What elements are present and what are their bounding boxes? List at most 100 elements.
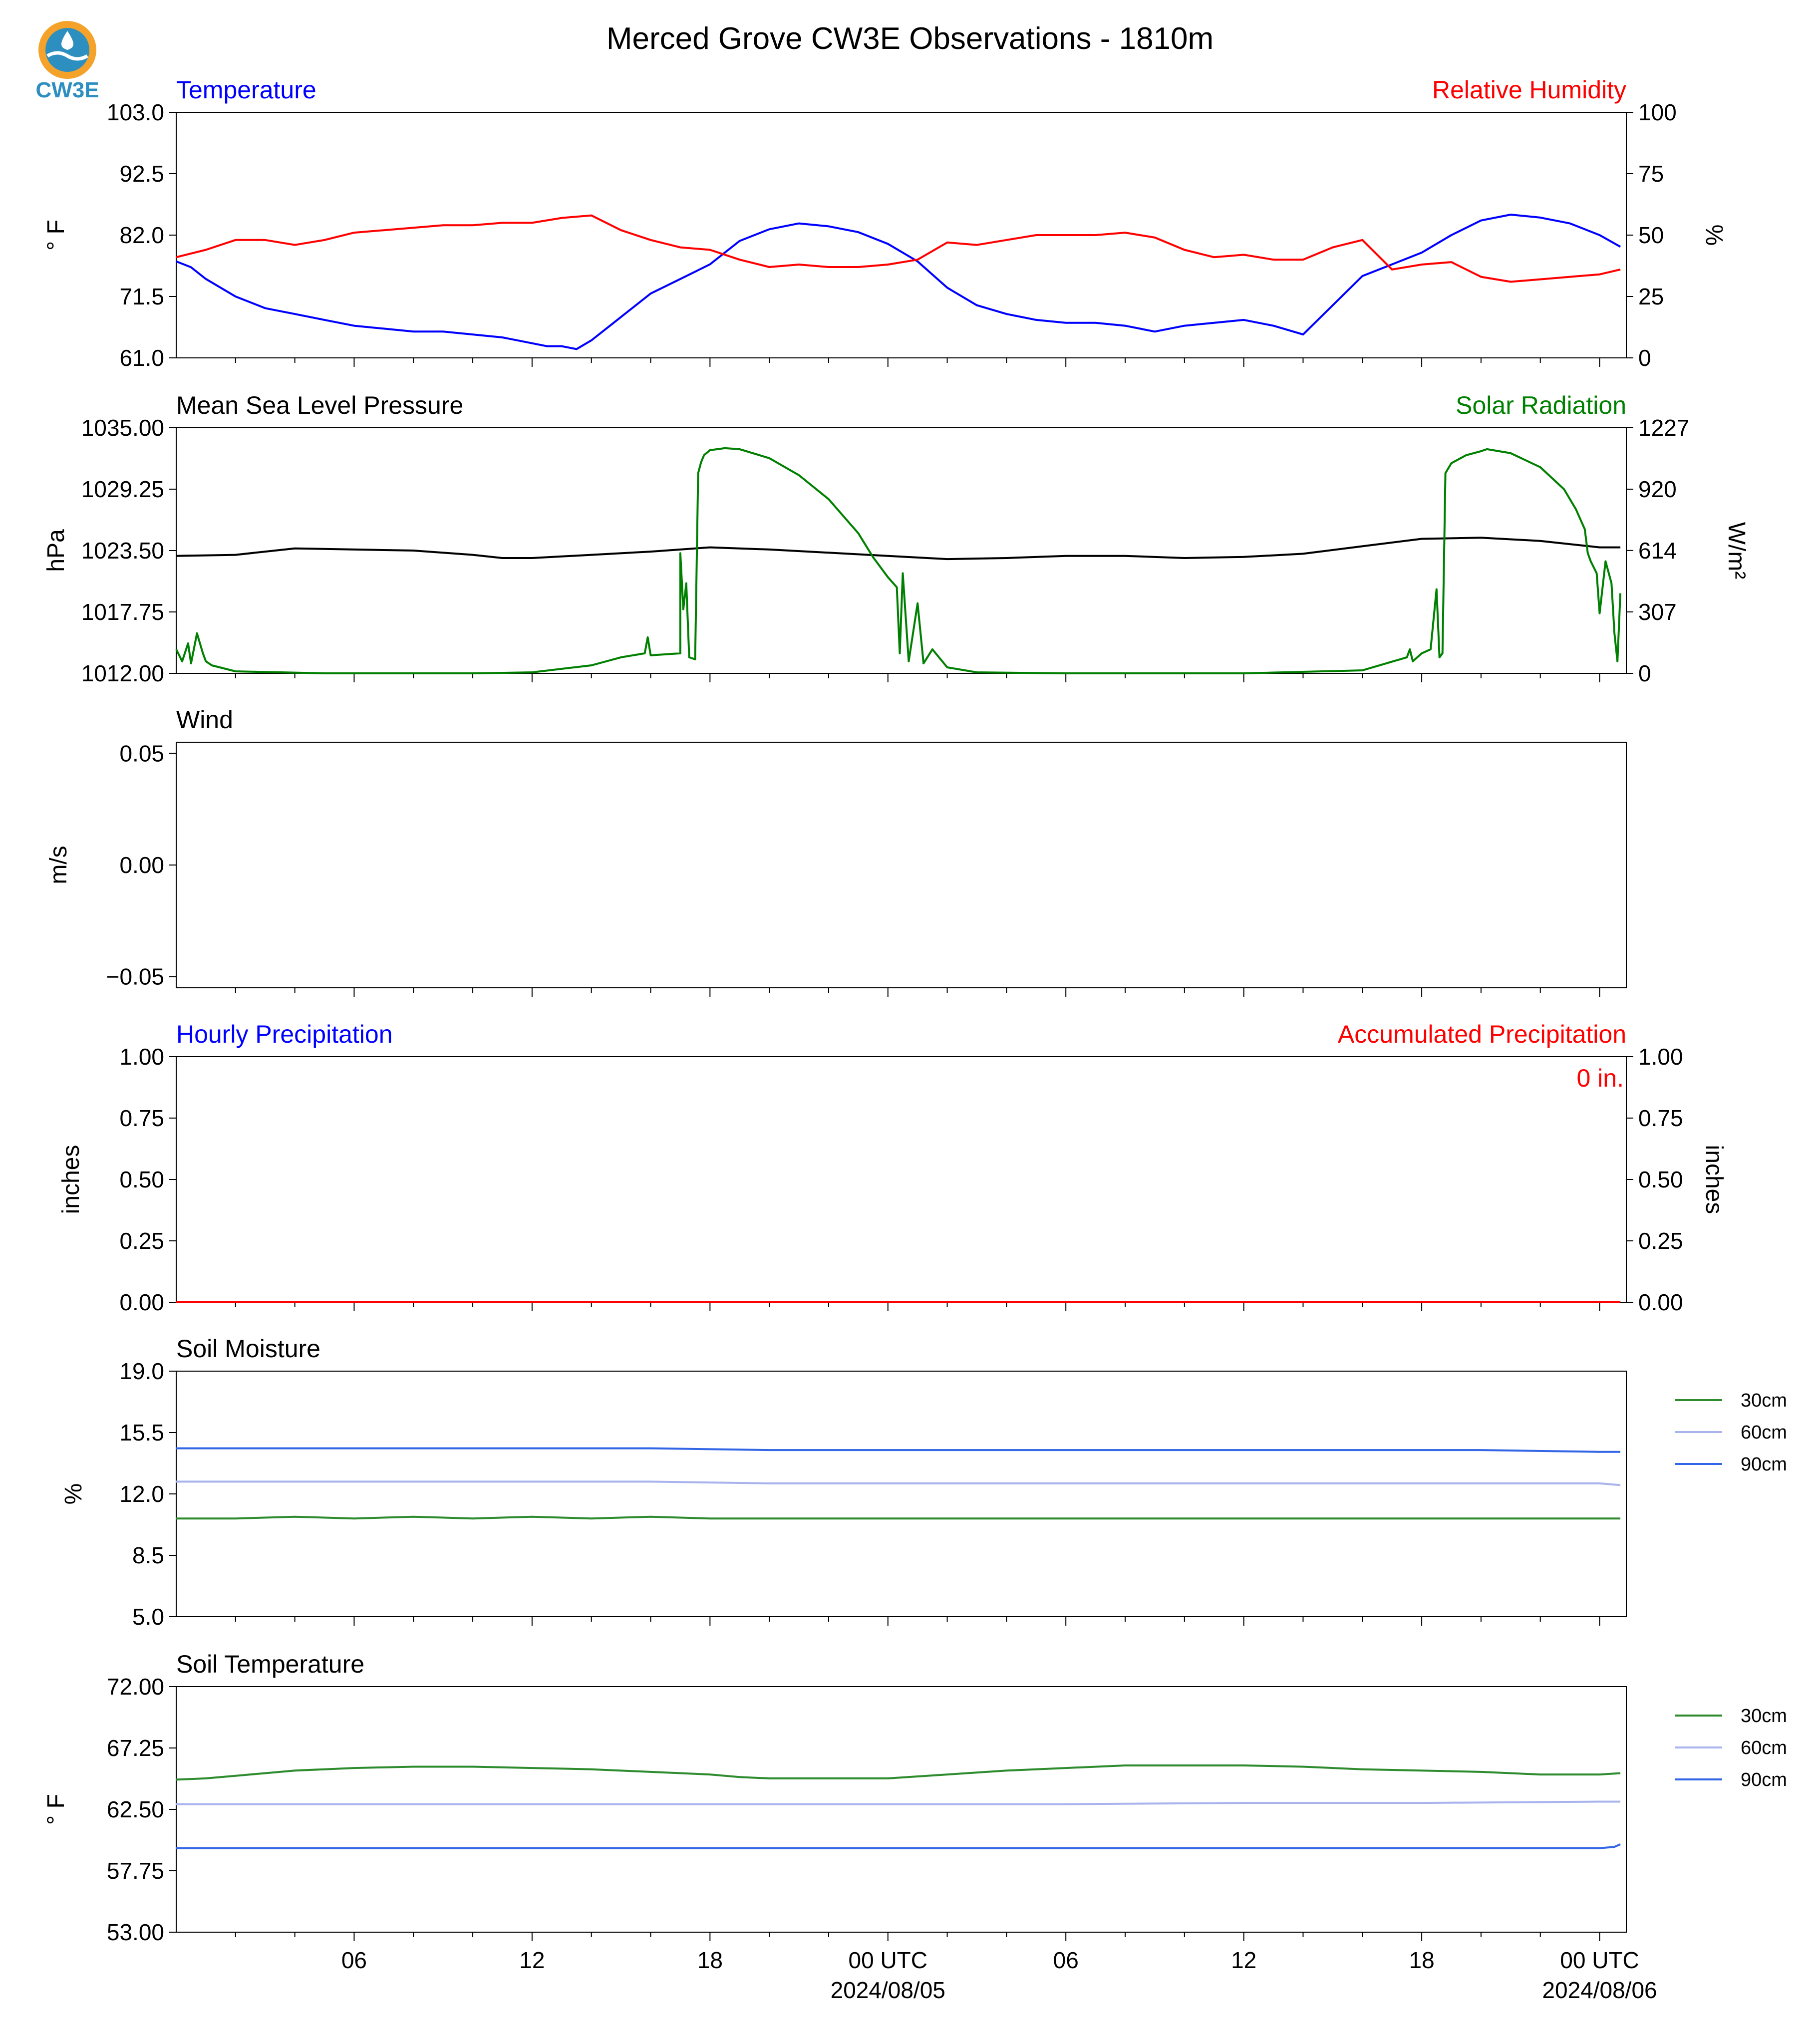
panel-title-right: Accumulated Precipitation [1338,1020,1626,1048]
x-axis-labels: 06 12 18 00 UTC 2024/08/05 06 12 18 00 UTC 2024/0… [341,1947,1657,2003]
y-right-tick-label: 1.00 [1638,1044,1683,1070]
y-right-tick-label: 307 [1638,599,1677,625]
legend-label: 90cm [1741,1769,1787,1790]
y-right-axis-label: % [1701,225,1727,246]
y-right-tick-label: 0 [1638,660,1651,686]
panel-title-left: Soil Moisture [176,1335,320,1363]
y-tick-label: −0.05 [106,964,164,990]
y-axis-label: inches [58,1145,84,1214]
y-right-tick-label: 25 [1638,284,1664,309]
panel-wind: −0.05 0.00 0.05 Wind m/s [45,706,1627,997]
panel-precip: 0.00 0.25 0.50 0.75 1.00 0.00 0.25 0.50 0.75 1.00… [58,1020,1727,1315]
y-right-tick-label: 0.25 [1638,1228,1683,1254]
figure-title: Merced Grove CW3E Observations - 1810m [607,21,1213,56]
y-right-axis-label: inches [1701,1145,1727,1214]
panel-soil_moisture: 5.0 8.5 12.0 15.5 19.0 Soil Moisture% 30cm 60cm… [60,1335,1787,1630]
y-right-tick-label: 0 [1638,345,1651,371]
x-tick-label: 18 [1409,1947,1435,1973]
y-tick-label: 92.5 [119,161,164,187]
panel-soil_temperature: 53.00 57.75 62.50 67.25 72.00 Soil Temperatur… [43,1650,1787,1945]
y-tick-label: 103.0 [107,99,164,125]
legend-label: 30cm [1741,1390,1787,1411]
series-line-30cm [176,1764,1621,1781]
y-axis-label: m/s [45,846,72,884]
x-tick-label: 06 [341,1947,367,1973]
panels: 61.0 71.5 82.0 92.5 103.0 0 25 50 75 100 Temperatu… [43,76,1787,1945]
y-right-axis-label: W/m² [1723,522,1750,579]
panel-title-right: Solar Radiation [1456,391,1626,419]
legend-label: 90cm [1741,1454,1787,1475]
y-right-tick-label: 75 [1638,161,1664,187]
y-tick-label: 62.50 [107,1796,164,1822]
y-tick-label: 0.05 [119,740,164,766]
y-right-tick-label: 0.00 [1638,1289,1683,1315]
y-tick-label: 1035.00 [81,415,164,441]
y-tick-label: 0.25 [119,1228,164,1254]
panel-temperature: 61.0 71.5 82.0 92.5 103.0 0 25 50 75 100 Temperatu… [43,76,1727,371]
y-tick-label: 0.50 [119,1166,164,1192]
panel-title-left: Temperature [176,76,316,104]
series-line-30cm [176,1515,1621,1520]
series-line-right-1 [176,214,1621,283]
y-tick-label: 0.00 [119,852,164,878]
y-tick-label: 67.25 [107,1735,164,1761]
y-right-tick-label: 1227 [1638,415,1689,441]
series-line-left-0 [176,214,1621,350]
y-right-tick-label: 0.50 [1638,1166,1683,1192]
y-tick-label: 61.0 [119,345,164,371]
y-axis-label: ° F [43,1794,69,1825]
y-tick-label: 0.75 [119,1105,164,1131]
cw3e-logo: CW3E [35,21,99,102]
y-axis-label: ° F [43,220,69,251]
y-right-tick-label: 100 [1638,99,1677,125]
y-tick-label: 72.00 [107,1674,164,1700]
series-line-90cm [176,1843,1621,1849]
x-date-label: 2024/08/06 [1542,1977,1657,2003]
y-tick-label: 1012.00 [81,660,164,686]
y-right-tick-label: 50 [1638,222,1664,248]
y-tick-label: 1023.50 [81,538,164,564]
x-tick-label: 12 [519,1947,545,1973]
series-line-right-1 [175,447,1622,674]
y-tick-label: 12.0 [119,1481,164,1507]
x-tick-label: 18 [697,1947,723,1973]
y-tick-label: 57.75 [107,1858,164,1884]
y-tick-label: 19.0 [119,1358,164,1384]
y-tick-label: 82.0 [119,222,164,248]
series-line-60cm [176,1800,1621,1805]
logo-wave [46,51,88,61]
y-tick-label: 1029.25 [81,476,164,502]
panel-pressure: 1012.00 1017.75 1023.50 1029.25 1035.00 0 307 6… [43,391,1750,686]
y-tick-label: 15.5 [119,1420,164,1446]
logo-text: CW3E [35,78,99,102]
panel-title-left: Mean Sea Level Pressure [176,391,463,419]
legend-label: 60cm [1741,1738,1787,1758]
legend-label: 60cm [1741,1422,1787,1443]
y-tick-label: 0.00 [119,1289,164,1315]
x-tick-label: 00 UTC [1560,1947,1639,1973]
x-tick-label: 12 [1231,1947,1256,1973]
legend-label: 30cm [1741,1706,1787,1727]
y-tick-label: 1017.75 [81,599,164,625]
x-tick-label: 00 UTC [849,1947,927,1973]
series-line-90cm [176,1447,1621,1453]
y-right-tick-label: 0.75 [1638,1105,1683,1131]
panel-title-left: Wind [176,706,233,734]
y-right-tick-label: 614 [1638,538,1677,564]
series-line-left-0 [176,537,1621,561]
panel-title-right: Relative Humidity [1432,76,1626,104]
y-axis-label: hPa [43,529,69,572]
panel-title-left: Soil Temperature [176,1650,364,1678]
y-right-tick-label: 920 [1638,476,1677,502]
x-tick-label: 06 [1053,1947,1079,1973]
y-tick-label: 5.0 [132,1604,164,1630]
y-axis-label: % [60,1483,87,1505]
y-tick-label: 71.5 [119,284,164,309]
x-date-label: 2024/08/05 [831,1977,945,2003]
y-tick-label: 8.5 [132,1542,164,1568]
series-line-60cm [176,1480,1621,1486]
logo-drop-icon [61,31,74,50]
y-tick-label: 1.00 [119,1044,164,1070]
y-tick-label: 53.00 [107,1919,164,1945]
